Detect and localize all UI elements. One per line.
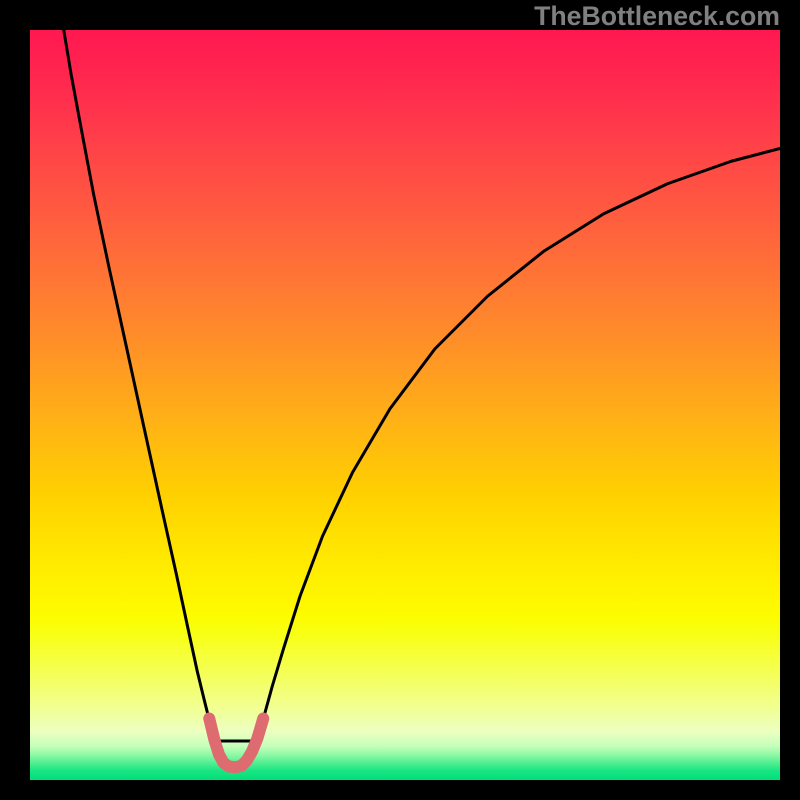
chart-svg bbox=[30, 30, 780, 780]
plot-area bbox=[30, 30, 780, 780]
chart-background bbox=[30, 30, 780, 780]
watermark-text: TheBottleneck.com bbox=[534, 1, 780, 32]
